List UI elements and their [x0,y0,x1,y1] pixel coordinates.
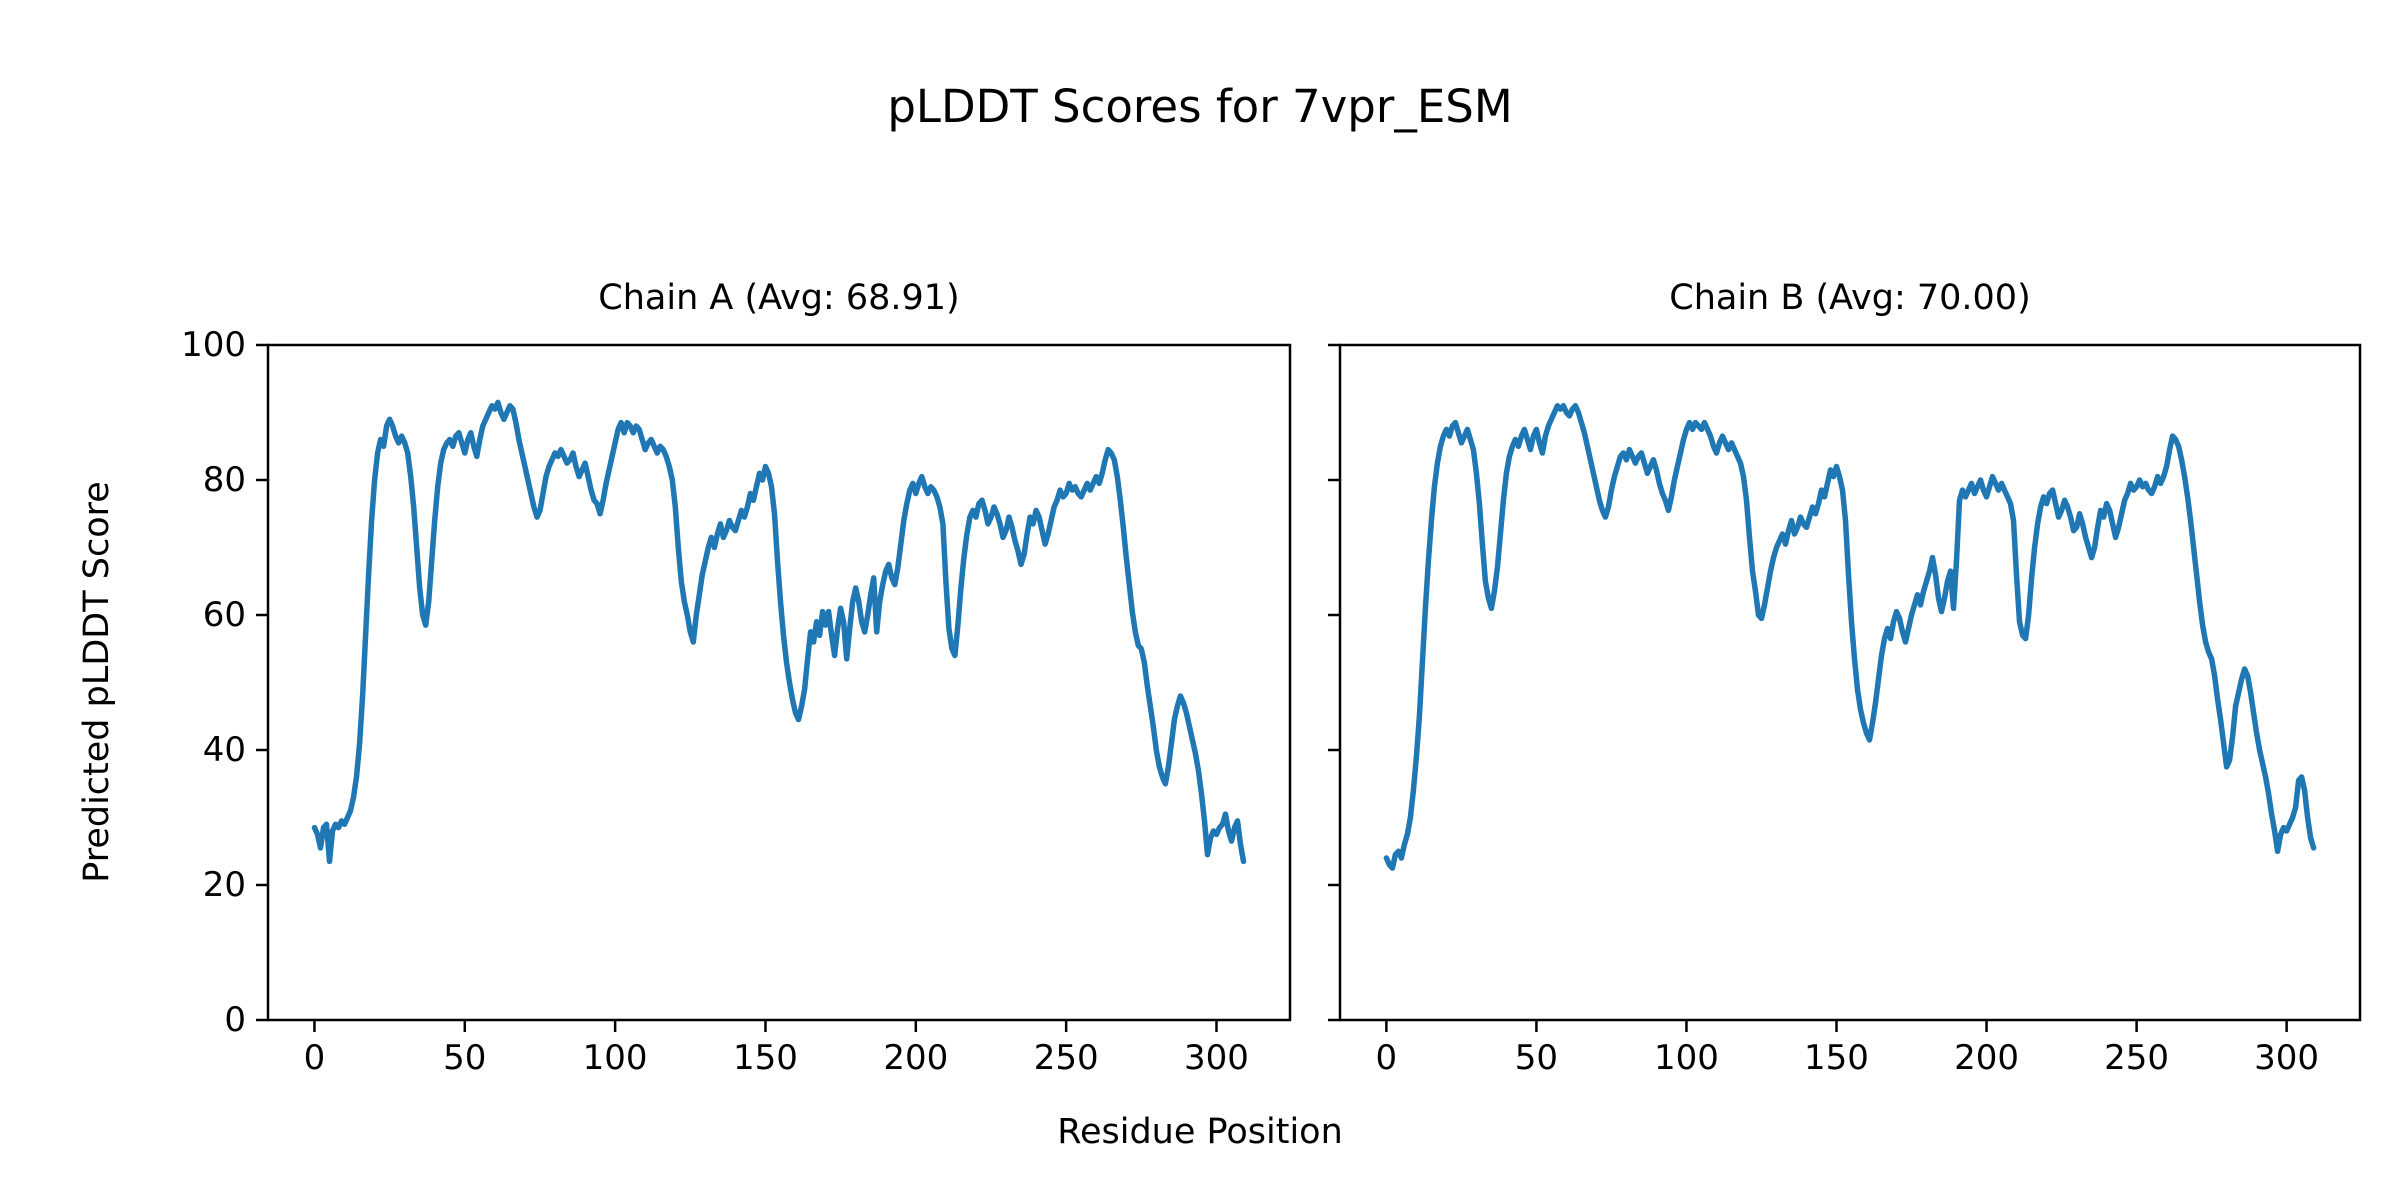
chain-a-subplot-title: Chain A (Avg: 68.91) [598,278,960,318]
chain-b-subplot-title: Chain B (Avg: 70.00) [1669,278,2031,318]
x-tick-label: 300 [1184,1038,1249,1078]
x-tick-label: 0 [303,1038,326,1078]
y-tick-label: 80 [202,460,246,500]
plddt-line-chain-a [311,399,1247,865]
y-tick-label: 100 [181,325,246,365]
x-tick-label: 150 [733,1038,798,1078]
x-axis-label: Residue Position [1057,1112,1343,1152]
x-tick-label: 50 [1514,1038,1559,1078]
figure-title: pLDDT Scores for 7vpr_ESM [887,80,1513,133]
y-tick-label: 60 [202,595,246,635]
x-tick-label: 100 [582,1038,648,1078]
x-tick-label: 150 [1804,1038,1869,1078]
x-tick-label: 200 [883,1038,949,1078]
x-tick-label: 100 [1653,1038,1719,1078]
axes-spines [1338,343,2362,1022]
y-tick-label: 20 [202,865,246,905]
x-tick-label: 50 [443,1038,487,1078]
x-tick-label: 300 [2254,1038,2320,1078]
x-tick-label: 250 [2104,1038,2170,1078]
axes-spines [266,343,1292,1022]
x-tick-label: 250 [1033,1038,1099,1078]
chain-b-axes [1328,343,2362,1032]
plddt-line-chain-b [1383,403,2317,871]
y-tick-label: 40 [202,730,246,770]
x-tick-label: 200 [1954,1038,2019,1078]
chain-a-axes [256,343,1292,1032]
x-tick-label: 0 [1375,1038,1398,1078]
y-tick-label: 0 [224,1000,246,1040]
